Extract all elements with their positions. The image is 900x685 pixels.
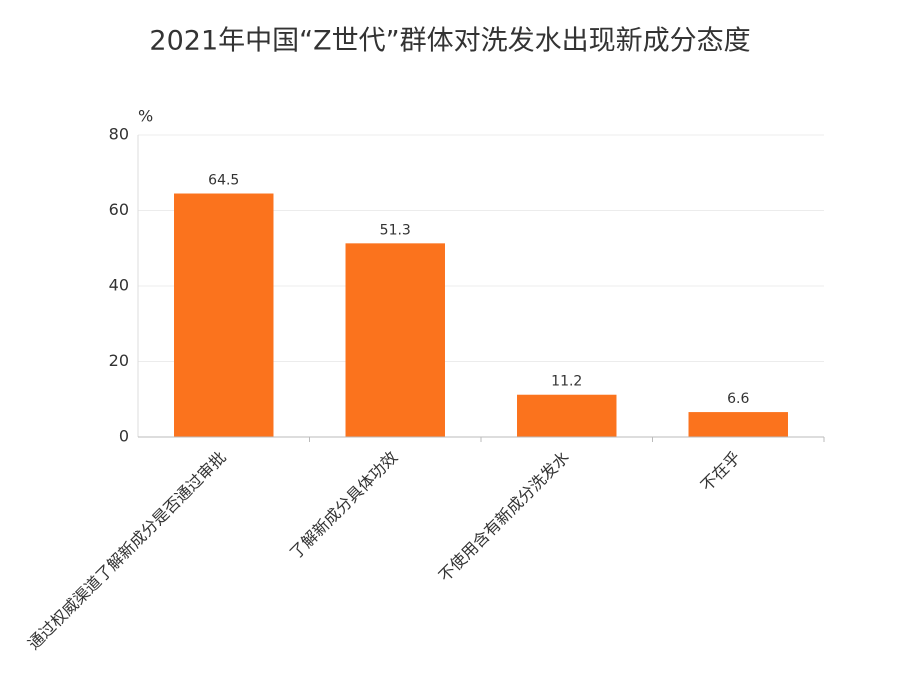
- x-tick-label: 不使用含有新成分洗发水: [435, 448, 573, 586]
- value-label: 11.2: [551, 374, 582, 390]
- bar: [174, 193, 274, 437]
- y-tick-label: 80: [109, 125, 129, 144]
- y-tick-label: 40: [109, 276, 129, 295]
- x-tick-label: 不在乎: [697, 448, 744, 495]
- bar: [517, 394, 617, 437]
- value-label: 51.3: [380, 222, 411, 238]
- bar: [345, 243, 445, 437]
- bar: [688, 412, 788, 437]
- y-tick-label: 60: [109, 200, 129, 219]
- x-tick-label: 通过权威渠道了解新成分是否通过审批: [24, 448, 230, 654]
- y-tick-label: 0: [119, 427, 129, 446]
- y-unit: %: [138, 107, 153, 126]
- value-label: 6.6: [727, 391, 749, 407]
- y-tick-label: 20: [109, 351, 129, 370]
- chart-title: 2021年中国“Z世代”群体对洗发水出现新成分态度: [149, 26, 750, 57]
- value-label: 64.5: [208, 173, 239, 189]
- x-tick-label: 了解新成分具体功效: [286, 448, 401, 563]
